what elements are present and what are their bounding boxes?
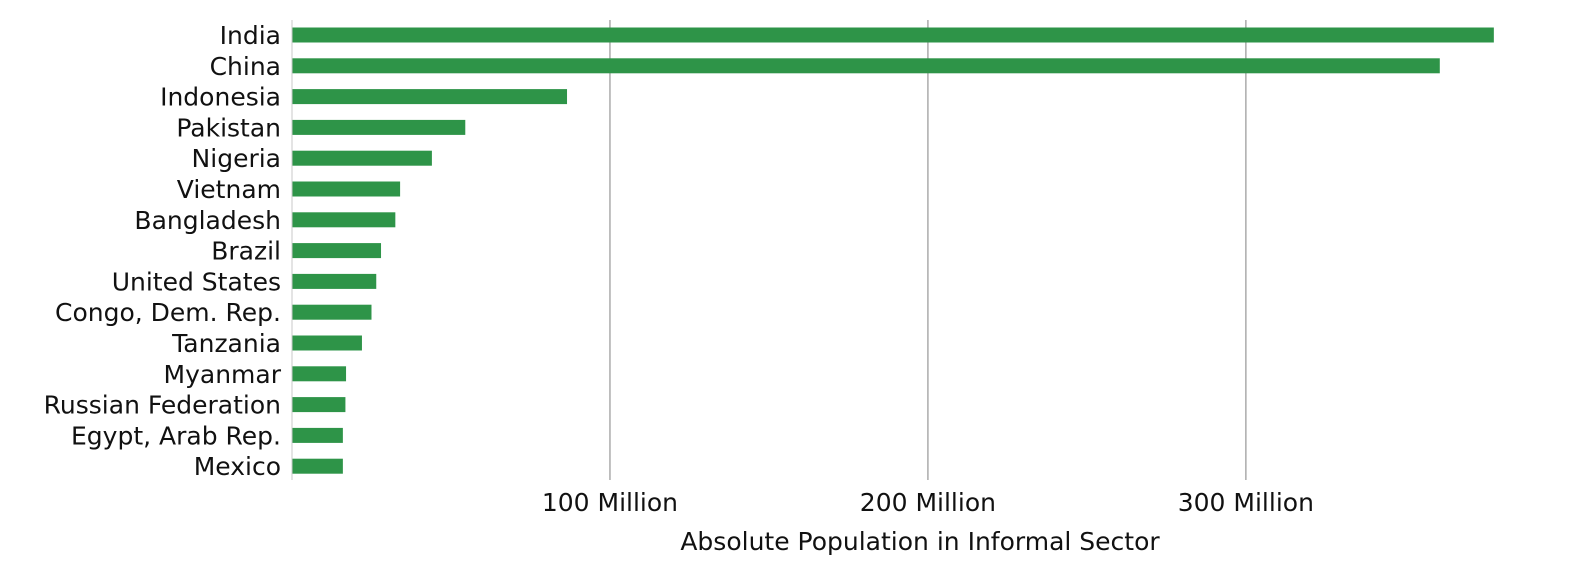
bar xyxy=(292,427,343,443)
category-label: Egypt, Arab Rep. xyxy=(71,421,281,450)
bar xyxy=(292,89,568,105)
bar xyxy=(292,366,347,382)
category-label: Bangladesh xyxy=(134,206,281,235)
category-label: United States xyxy=(112,267,281,296)
bar xyxy=(292,119,466,135)
x-axis-label: Absolute Population in Informal Sector xyxy=(680,527,1160,556)
bar xyxy=(292,458,343,474)
category-label: Tanzania xyxy=(171,329,281,358)
bar xyxy=(292,150,432,166)
category-label: Mexico xyxy=(194,452,281,481)
x-tick-label: 100 Million xyxy=(542,488,678,517)
bar xyxy=(292,273,377,289)
category-label: Nigeria xyxy=(192,144,281,173)
category-label: China xyxy=(210,52,281,81)
bar xyxy=(292,181,401,197)
bar xyxy=(292,304,372,320)
category-label: Vietnam xyxy=(177,175,281,204)
bar xyxy=(292,58,1440,74)
category-label: Congo, Dem. Rep. xyxy=(55,298,281,327)
category-label: Myanmar xyxy=(164,360,282,389)
category-label: Indonesia xyxy=(160,83,281,112)
bar xyxy=(292,397,346,413)
bars xyxy=(292,27,1494,474)
bar xyxy=(292,212,396,228)
category-label: Brazil xyxy=(211,237,281,266)
x-tick-label: 200 Million xyxy=(860,488,996,517)
bar xyxy=(292,335,362,351)
category-labels: IndiaChinaIndonesiaPakistanNigeriaVietna… xyxy=(44,21,282,481)
bar xyxy=(292,243,382,259)
category-label: Russian Federation xyxy=(44,391,281,420)
category-label: Pakistan xyxy=(176,113,281,142)
category-label: India xyxy=(220,21,281,50)
x-tick-labels: 100 Million 200 Million 300 Million xyxy=(542,488,1314,517)
gridlines xyxy=(609,20,1247,480)
bar xyxy=(292,27,1494,43)
x-tick-label: 300 Million xyxy=(1178,488,1314,517)
